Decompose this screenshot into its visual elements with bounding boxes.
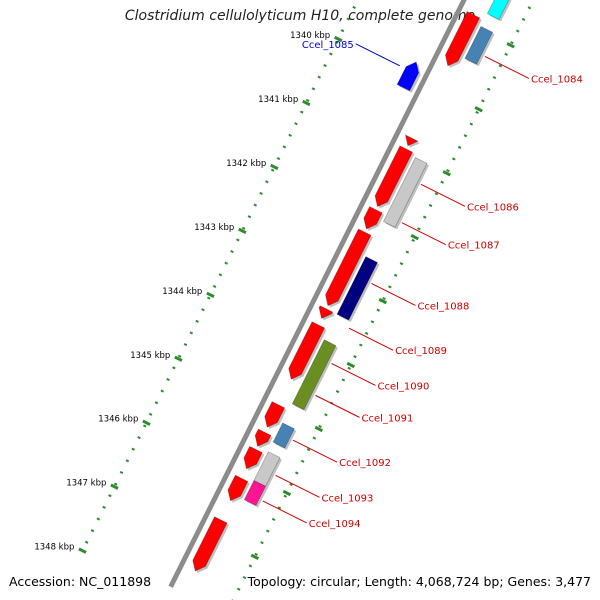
gene-label-ccel-1088[interactable]: Ccel_1088 — [417, 301, 469, 312]
label-leader-ccel-1092 — [292, 439, 338, 463]
gene-feature-ccel-1094-red[interactable] — [227, 474, 249, 502]
ruler-tick-mark-1346 — [282, 489, 292, 497]
ruler-tick-mark-1346 — [142, 419, 151, 426]
label-leader-ccel-1093 — [275, 474, 320, 498]
gene-label-ccel-1086[interactable]: Ccel_1086 — [467, 202, 519, 213]
gene-feature-ccel-1084-cog[interactable] — [464, 26, 493, 65]
ruler-tick-mark-1340 — [474, 106, 483, 113]
gene-feature-ccel-1087[interactable] — [383, 157, 428, 228]
ruler-tick-mark-1343 — [378, 297, 388, 305]
gene-feature-ccel-1086-small[interactable] — [405, 134, 419, 147]
label-leader-ccel-1090 — [331, 362, 376, 386]
genome-backbone — [168, 0, 467, 588]
gene-feature-ccel-1088[interactable] — [325, 228, 372, 307]
label-leader-ccel-1088 — [371, 283, 416, 306]
outer-tick-track — [84, 0, 360, 545]
ruler-tick-mark-1342 — [270, 163, 279, 171]
label-leader-ccel-1085 — [355, 43, 401, 67]
label-leader-ccel-1091 — [315, 394, 360, 418]
gene-label-ccel-1084[interactable]: Ccel_1084 — [531, 74, 583, 85]
label-leader-ccel-1094 — [262, 500, 307, 524]
label-leader-ccel-1084 — [484, 55, 530, 79]
map-title: Clostridium cellulolyticum H10, complete… — [124, 8, 476, 24]
gene-label-ccel-1092[interactable]: Ccel_1092 — [339, 458, 391, 469]
ruler-tick-mark-1344 — [206, 291, 215, 298]
gene-feature-ccel-1090[interactable] — [288, 321, 326, 380]
gene-feature-ccel-1087-red[interactable] — [363, 206, 383, 230]
ruler-tick-mark-1347 — [250, 553, 260, 561]
accession-text: Accession: NC_011898 — [9, 574, 152, 589]
ruler-tick-label: 1347 kbp — [66, 479, 106, 489]
gene-feature-top-cyan[interactable] — [486, 0, 513, 20]
ruler-tick-label: 1346 kbp — [98, 415, 138, 425]
gene-label-ccel-1093[interactable]: Ccel_1093 — [322, 493, 374, 504]
label-leader-ccel-1086 — [420, 183, 466, 207]
inner-tick-track — [231, 6, 532, 600]
gene-feature-ccel-1086[interactable] — [374, 145, 413, 207]
ruler-tick-mark-1345 — [314, 425, 324, 433]
ruler-tick-label: 1341 kbp — [258, 95, 298, 105]
ruler-tick-label: 1340 kbp — [290, 31, 330, 41]
ruler-tick-label: 1344 kbp — [162, 287, 202, 297]
ruler-tick-mark-1340 — [334, 35, 343, 43]
ruler-tick-label: 1348 kbp — [34, 543, 74, 553]
ruler-tick-label: 1342 kbp — [226, 159, 266, 169]
label-leader-ccel-1089 — [348, 327, 394, 351]
gene-feature-ccel-1088-cog[interactable] — [336, 256, 378, 321]
gene-label-ccel-1085[interactable]: Ccel_1085 — [302, 40, 354, 51]
gene-feature-ccel-1094[interactable] — [243, 480, 266, 506]
label-leader-ccel-1087 — [401, 222, 447, 246]
ruler-tick-label: 1345 kbp — [130, 351, 170, 361]
ruler-tick-mark-1341 — [442, 170, 451, 177]
gene-feature-ccel-1089[interactable] — [318, 305, 334, 319]
ruler-tick-mark-1339 — [506, 42, 515, 49]
gene-feature-ccel-1092-b[interactable] — [254, 428, 272, 447]
gene-label-ccel-1091[interactable]: Ccel_1091 — [362, 413, 414, 424]
gene-feature-ccel-1085[interactable] — [396, 61, 419, 92]
ruler-tick-mark-1345 — [174, 355, 183, 362]
ruler-tick-mark-1341 — [302, 99, 311, 107]
gene-feature-bottom-red[interactable] — [192, 516, 228, 572]
gene-label-ccel-1094[interactable]: Ccel_1094 — [309, 519, 361, 530]
ruler-tick-label: 1343 kbp — [194, 223, 234, 233]
gene-label-ccel-1087[interactable]: Ccel_1087 — [448, 241, 500, 252]
ruler-tick-mark-1343 — [238, 227, 247, 235]
ruler-tick-mark-1342 — [410, 234, 419, 241]
gene-feature-ccel-1093-red[interactable] — [243, 446, 263, 470]
gene-feature-ccel-1091[interactable] — [291, 339, 337, 410]
ruler-tick-mark-1348 — [78, 547, 87, 554]
genome-summary-text: Topology: circular; Length: 4,068,724 bp… — [247, 574, 591, 589]
ruler-tick-mark-1344 — [346, 361, 356, 369]
ruler-tick-mark-1347 — [110, 483, 119, 490]
gene-label-ccel-1090[interactable]: Ccel_1090 — [377, 381, 429, 392]
gene-feature-ccel-1092-a[interactable] — [264, 401, 286, 428]
gene-feature-ccel-1092[interactable] — [272, 422, 295, 449]
gene-feature-ccel-1084[interactable] — [445, 11, 481, 67]
gene-label-ccel-1089[interactable]: Ccel_1089 — [395, 346, 447, 357]
